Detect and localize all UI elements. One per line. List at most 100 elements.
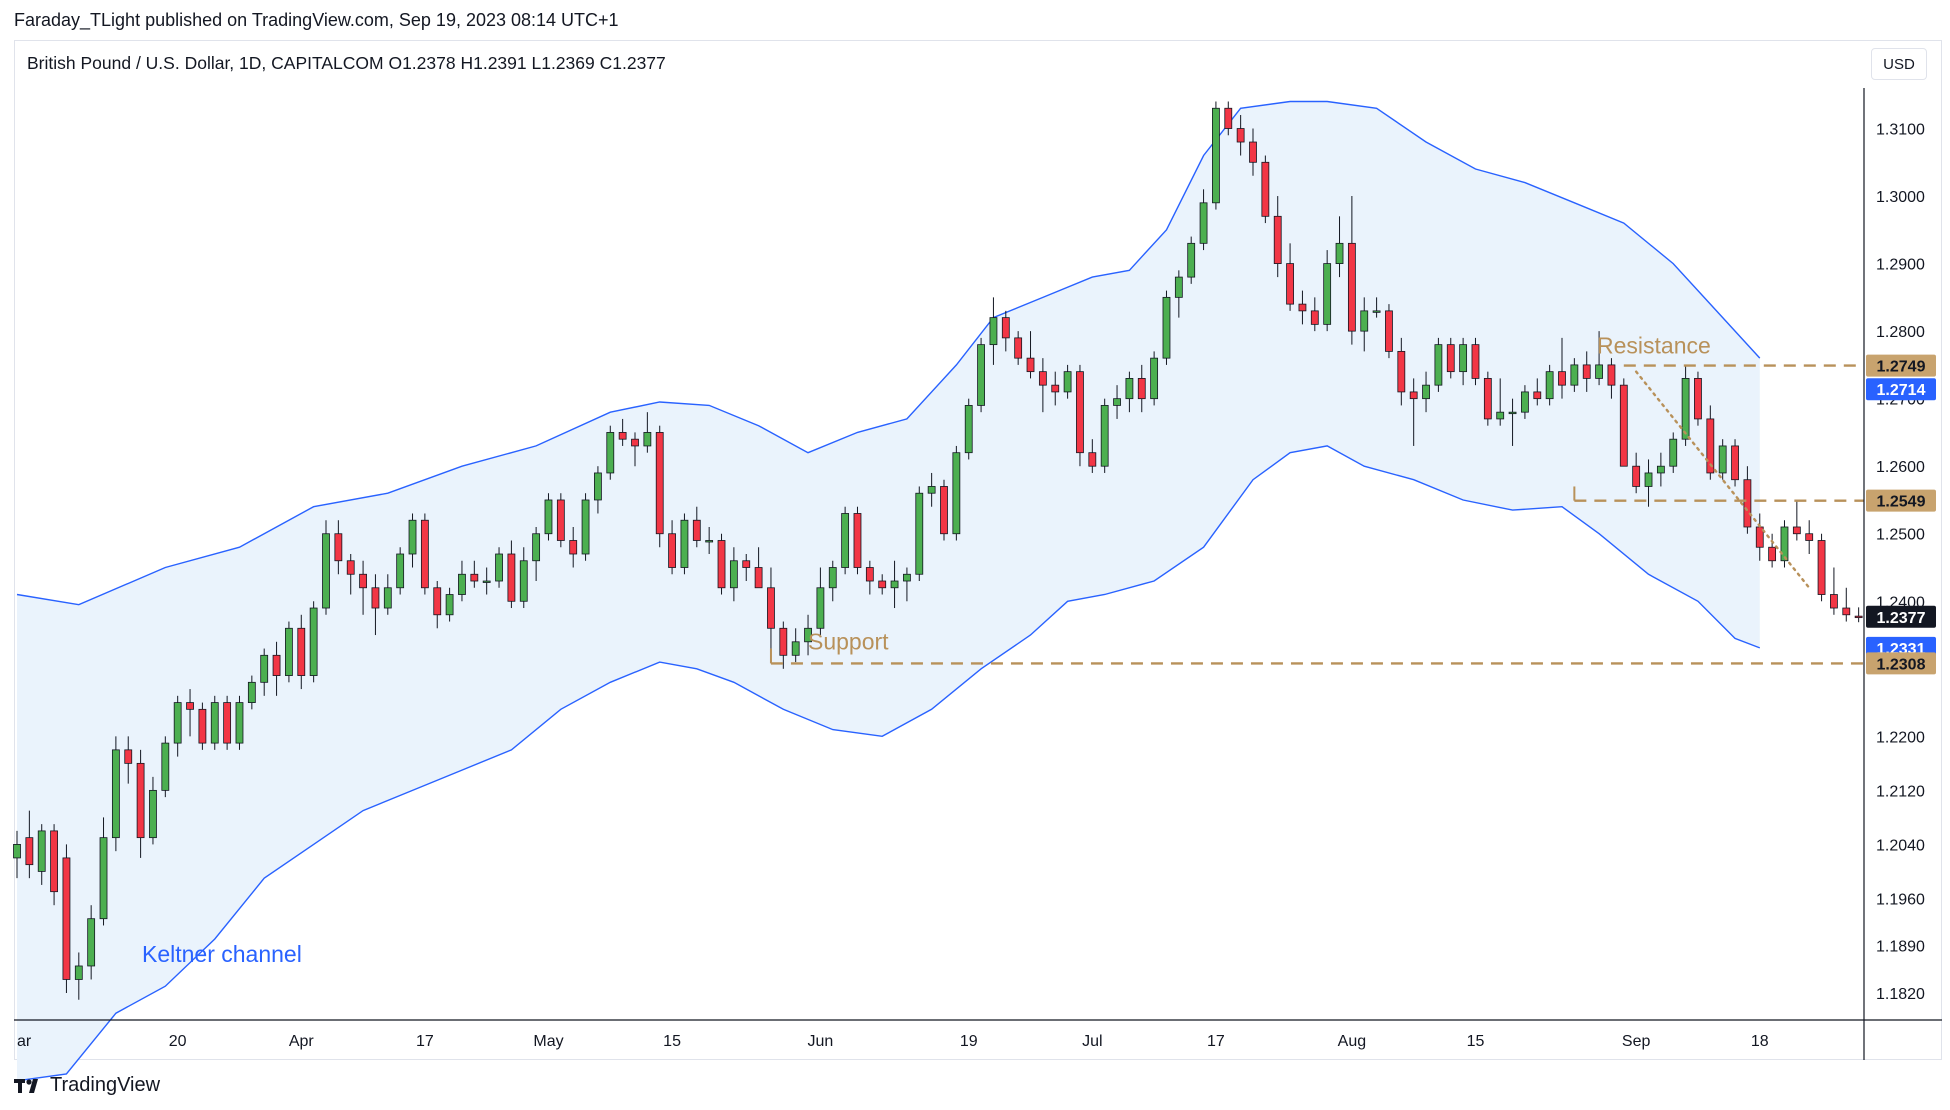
- candle-body-bear: [1051, 384, 1060, 393]
- candle-body-bull: [458, 573, 466, 595]
- mid-level-price-badge-bg: [1866, 489, 1936, 512]
- y-tick-label: 1.1960: [1876, 891, 1925, 908]
- candle-body-bear: [1088, 452, 1097, 467]
- candle: [173, 695, 182, 757]
- chart-frame: [14, 40, 1942, 1060]
- candle-body-bear: [1014, 337, 1023, 359]
- candle: [1100, 398, 1109, 473]
- candle: [1459, 337, 1468, 386]
- candle-body-bear: [1286, 263, 1294, 305]
- upper-band-badge-label: 1.2714: [1877, 382, 1926, 399]
- last-price-badge-label: 1.2377: [1877, 610, 1926, 627]
- candle-body-bear: [1817, 540, 1826, 595]
- candle-body-bull: [445, 594, 454, 616]
- x-tick-label: Jun: [808, 1033, 834, 1050]
- candle: [841, 506, 850, 575]
- candle: [1619, 378, 1628, 467]
- candle: [371, 574, 380, 636]
- candle-body-bull: [37, 830, 46, 872]
- candle: [668, 520, 676, 575]
- x-tick-label: 17: [1207, 1033, 1225, 1050]
- candle: [482, 567, 491, 595]
- candle: [927, 472, 936, 507]
- candle-body-bear: [1385, 310, 1393, 352]
- candle-body-bull: [495, 553, 503, 582]
- keltner-upper-band: [16, 100, 1761, 606]
- candle-body-bull: [544, 499, 553, 535]
- y-tick-label: 1.2120: [1876, 783, 1925, 800]
- symbol-legend[interactable]: British Pound / U.S. Dollar, 1D, CAPITAL…: [27, 53, 666, 73]
- candle-body-bull: [247, 681, 256, 703]
- footer-brand[interactable]: TradingView: [14, 1074, 160, 1097]
- candle: [1372, 297, 1381, 318]
- candle-body-bull: [309, 607, 318, 676]
- candle-body-bear: [1310, 310, 1319, 325]
- candle-body-bull: [1199, 202, 1208, 244]
- candle: [1187, 236, 1196, 284]
- candle: [507, 540, 516, 609]
- candle: [952, 445, 961, 541]
- candle: [594, 466, 602, 514]
- candle: [890, 560, 899, 609]
- candle-body-bear: [767, 587, 775, 629]
- candle: [1570, 358, 1579, 392]
- y-tick-label: 1.2040: [1876, 837, 1925, 854]
- support-price-badge: 1.2308: [1866, 652, 1936, 675]
- x-tick-label: Jul: [1082, 1033, 1102, 1050]
- candle-body-bull: [173, 702, 182, 744]
- candle-body-bull: [1545, 371, 1554, 400]
- candle-body-bull: [1521, 391, 1529, 413]
- keltner-channel-label: Keltner channel: [142, 941, 302, 967]
- candle-body-bull: [13, 844, 21, 859]
- candle-body-bear: [668, 533, 676, 568]
- candle-body-bull: [606, 432, 615, 474]
- candle-body-bull: [1150, 357, 1159, 400]
- candle: [1026, 331, 1035, 379]
- candle: [87, 905, 96, 980]
- candle-body-bear: [853, 513, 862, 568]
- candle: [1038, 358, 1047, 413]
- candle: [1669, 432, 1678, 473]
- candle-body-bull: [841, 513, 850, 568]
- candle: [556, 493, 565, 548]
- candle-body-bear: [1483, 378, 1492, 420]
- candle-body-bull: [1212, 107, 1220, 204]
- x-tick-label: May: [533, 1033, 563, 1050]
- candle: [297, 614, 306, 690]
- candle-body-bear: [1273, 215, 1282, 264]
- candle: [940, 479, 948, 541]
- candle-body-bear: [359, 573, 367, 589]
- candle-body-bear: [1409, 391, 1418, 400]
- candle: [359, 560, 367, 615]
- candle-body-bear: [1694, 378, 1702, 420]
- keltner-lower-band: [16, 445, 1761, 1082]
- support-price-badge-bg: [1866, 652, 1936, 675]
- candle: [1694, 371, 1702, 426]
- candle: [1817, 533, 1826, 602]
- candle-body-bear: [124, 749, 133, 764]
- candle-body-bull: [890, 580, 899, 589]
- candle: [99, 817, 108, 926]
- candle: [1706, 405, 1715, 480]
- candle: [37, 824, 46, 885]
- candle: [903, 567, 911, 602]
- candle-body-bull: [322, 533, 330, 609]
- currency-button[interactable]: USD: [1871, 48, 1927, 80]
- candle: [692, 506, 701, 548]
- candle: [235, 695, 244, 750]
- candle: [1830, 567, 1838, 615]
- candle: [1446, 337, 1455, 379]
- candle-body-bear: [717, 540, 726, 589]
- candle-body-bull: [161, 742, 170, 791]
- x-tick-label: 19: [960, 1033, 978, 1050]
- y-tick-label: 1.2500: [1876, 527, 1925, 544]
- candle-body-bear: [1533, 391, 1542, 400]
- candle: [1558, 337, 1566, 399]
- candle-body-bull: [1360, 310, 1369, 332]
- upper-band-badge-bg: [1866, 378, 1936, 401]
- x-tick-label: 15: [663, 1033, 681, 1050]
- candle: [680, 513, 689, 575]
- candle-body-bull: [1459, 344, 1468, 373]
